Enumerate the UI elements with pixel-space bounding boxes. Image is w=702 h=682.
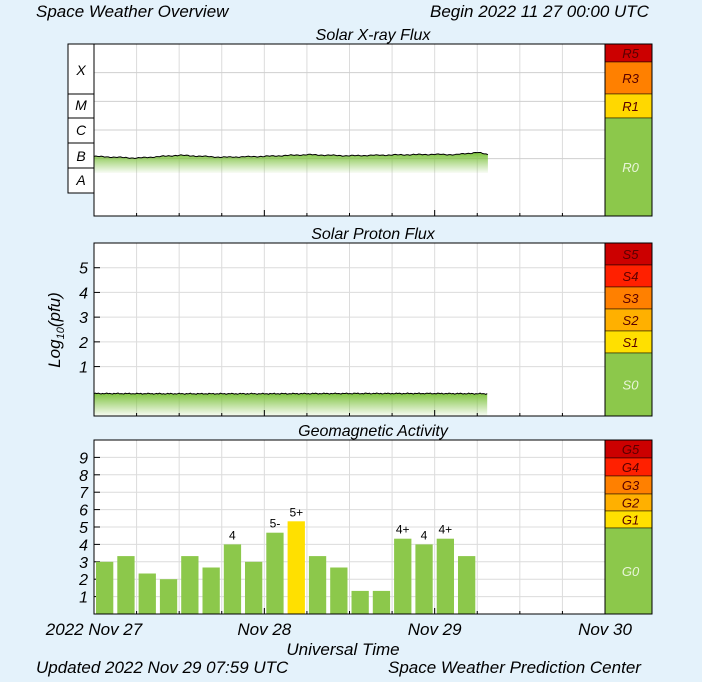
kp-bar: [117, 556, 135, 614]
kp-bar: [458, 556, 476, 614]
scale-label: G5: [622, 442, 640, 457]
y-tick-label: 7: [79, 485, 89, 502]
kp-bar: [394, 538, 412, 614]
y-tick-label: 2: [78, 335, 88, 352]
kp-bar: [202, 567, 220, 614]
y-tick-label: 9: [79, 450, 88, 467]
kp-bar: [308, 556, 327, 614]
proton-flux-line: [93, 392, 488, 395]
panel-border-3: [93, 439, 653, 615]
proton-flux-area: [94, 392, 488, 416]
scale-level-r0: [604, 117, 653, 217]
y-tick-label: 5: [79, 520, 88, 537]
kp-bar: [266, 532, 284, 614]
y-tick-label: 2: [78, 572, 88, 589]
kp-bar: [181, 556, 199, 614]
flare-class-label: B: [76, 148, 85, 164]
scale-label: G3: [622, 478, 640, 493]
panel-border-1: [93, 43, 653, 217]
scale-label: S3: [623, 291, 640, 306]
y-tick-label: 4: [79, 537, 88, 554]
scale-label: G4: [622, 460, 639, 475]
y-tick-label: 6: [79, 503, 88, 520]
flare-class-box: [67, 93, 95, 119]
kp-bar: [330, 567, 348, 614]
y-tick-label: 5: [79, 261, 88, 278]
panel-title: Geomagnetic Activity: [298, 423, 449, 440]
x-tick-label: 2022 Nov 27: [45, 620, 143, 639]
flare-class-box: [67, 167, 95, 194]
kp-bar: [96, 561, 114, 614]
kp-bar: [159, 579, 178, 614]
prediction-center: Space Weather Prediction Center: [388, 658, 641, 677]
y-tick-label: 3: [79, 555, 88, 572]
scale-label: R3: [622, 71, 639, 86]
scale-label: R5: [622, 46, 639, 61]
scale-label: R0: [622, 160, 639, 175]
panel-border-2: [93, 242, 653, 417]
flare-class-label: X: [75, 62, 86, 78]
panel-title: Solar Proton Flux: [311, 226, 436, 243]
x-tick-label: Nov 28: [237, 620, 291, 639]
xray-flux-line: [93, 151, 489, 160]
kp-bar: [245, 561, 263, 614]
scale-label: S4: [623, 269, 639, 284]
kp-bar-label: 4+: [438, 523, 452, 537]
page-title: Space Weather Overview: [36, 2, 229, 21]
scale-label: G2: [622, 496, 640, 511]
kp-bar: [287, 521, 305, 614]
panel-title: Solar X-ray Flux: [316, 27, 432, 44]
flare-class-label: A: [75, 172, 85, 188]
begin-time: Begin 2022 11 27 00:00 UTC: [430, 2, 649, 21]
y-axis-label-proton: Log10(pfu): [45, 292, 67, 368]
kp-bar: [138, 573, 156, 614]
y-tick-label: 4: [79, 285, 88, 302]
scale-label: S0: [623, 378, 640, 393]
kp-bar: [415, 544, 433, 614]
flare-class-label: C: [76, 122, 87, 138]
flare-class-box: [67, 43, 95, 95]
updated-time: Updated 2022 Nov 29 07:59 UTC: [36, 658, 289, 677]
kp-bar: [351, 590, 369, 614]
y-tick-label: 8: [79, 468, 88, 485]
x-axis-title: Universal Time: [286, 640, 399, 659]
y-tick-label: 3: [79, 310, 88, 327]
kp-bar-label: 4+: [396, 523, 410, 537]
kp-bar: [372, 590, 391, 614]
kp-bar: [223, 544, 242, 614]
kp-bar-label: 4: [229, 528, 236, 542]
scale-label: G1: [622, 513, 639, 528]
y-tick-label: 1: [79, 360, 88, 377]
x-tick-label: Nov 29: [408, 620, 462, 639]
scale-label: G0: [622, 564, 640, 579]
flare-class-box: [67, 117, 95, 144]
kp-bar-label: 4: [421, 528, 428, 542]
y-tick-label: 1: [79, 590, 88, 607]
scale-level-r3: [604, 61, 653, 95]
scale-label: S5: [623, 247, 640, 262]
scale-label: S2: [623, 313, 640, 328]
scale-level-s0: [604, 352, 653, 417]
scale-label: S1: [623, 335, 639, 350]
scale-level-r1: [604, 93, 653, 119]
scale-label: R1: [622, 99, 639, 114]
kp-bar-label: 5+: [289, 505, 303, 519]
xray-flux-area: [94, 152, 488, 173]
flare-class-label: M: [75, 97, 87, 113]
x-tick-label: Nov 30: [578, 620, 632, 639]
kp-bar: [436, 538, 454, 614]
kp-bar-label: 5-: [270, 517, 281, 531]
